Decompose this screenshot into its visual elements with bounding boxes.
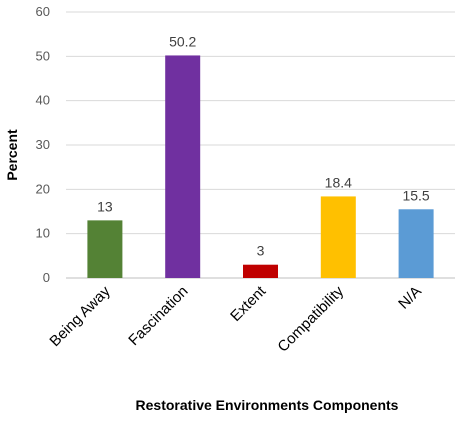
- data-label: 15.5: [402, 187, 429, 203]
- y-axis-ticks: 0 10 20 30 40 50 60: [36, 4, 50, 285]
- y-tick-label: 40: [36, 93, 50, 108]
- bars: [87, 55, 434, 278]
- category-label: Extent: [227, 282, 270, 325]
- bar: [398, 209, 434, 278]
- x-axis-title: Restorative Environments Components: [136, 397, 399, 413]
- data-labels: 13 50.2 3 18.4 15.5: [97, 33, 430, 258]
- y-tick-label: 60: [36, 4, 50, 19]
- gridlines: [66, 11, 455, 279]
- y-axis-title: Percent: [4, 129, 20, 181]
- data-label: 3: [257, 243, 265, 259]
- category-label: Being Away: [46, 282, 114, 350]
- category-label: Compatibility: [274, 282, 347, 355]
- category-label: N/A: [395, 283, 425, 313]
- bar: [243, 264, 278, 278]
- y-tick-label: 20: [36, 181, 50, 196]
- bar: [87, 220, 123, 278]
- data-label: 18.4: [325, 174, 352, 190]
- bar: [165, 55, 201, 278]
- category-label: Fascination: [125, 283, 191, 349]
- bar: [320, 196, 356, 278]
- x-axis-categories: Being Away Fascination Extent Compatibility…: [46, 282, 424, 355]
- y-tick-label: 30: [36, 137, 50, 152]
- y-tick-label: 10: [36, 226, 50, 241]
- data-label: 50.2: [169, 33, 196, 49]
- y-tick-label: 0: [43, 270, 50, 285]
- y-tick-label: 50: [36, 48, 50, 63]
- data-label: 13: [97, 198, 113, 214]
